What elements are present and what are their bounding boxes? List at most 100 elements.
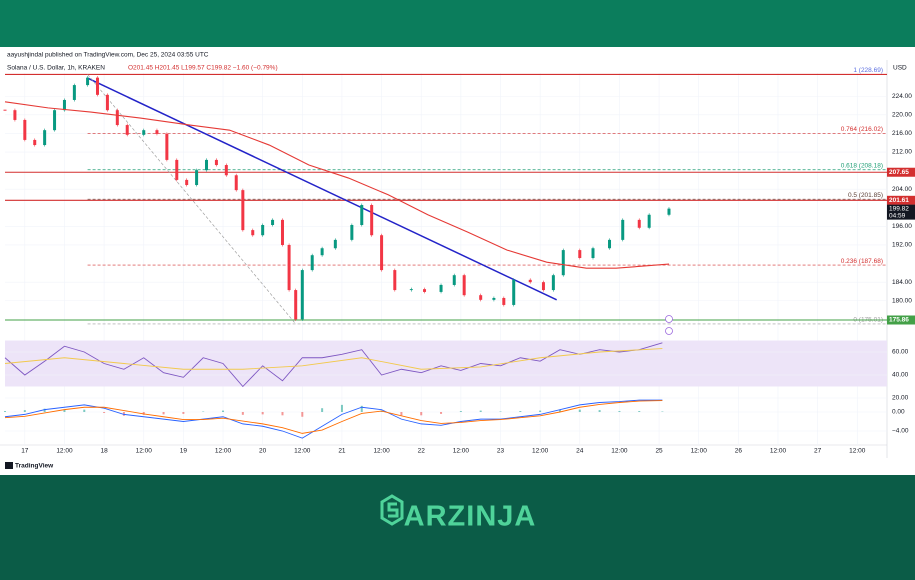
histogram-bar: [182, 412, 185, 414]
candle-body: [667, 208, 671, 215]
y-tick-label: 220.00: [892, 112, 912, 119]
x-tick-label: 12:00: [849, 448, 866, 455]
candle-body: [125, 125, 129, 135]
trendline: [87, 77, 557, 301]
candle-body: [637, 219, 641, 228]
bottom-band: [0, 475, 915, 580]
brand-name: ARZINJA: [404, 501, 537, 533]
candle-body: [251, 230, 255, 236]
x-tick-label: 12:00: [56, 448, 73, 455]
histogram-bar: [539, 410, 542, 412]
x-tick-label: 20: [259, 448, 267, 455]
fib-label: 0.618 (208.18): [841, 162, 883, 169]
candle-body: [591, 248, 595, 258]
x-tick-label: 24: [576, 448, 584, 455]
plot: 17 12:00 18 12:00 19 12:00 20 12:00 21 12:00 22 12:…: [3, 67, 915, 455]
currency: USD: [893, 65, 907, 72]
fib-label: 0.236 (187.68): [841, 258, 883, 265]
histogram-bar: [301, 412, 304, 417]
candle-body: [105, 94, 109, 111]
candle-body: [155, 130, 159, 134]
histogram-bar: [43, 408, 46, 412]
tv-logo-mark: [5, 462, 13, 469]
fib-label: 0.764 (216.02): [841, 126, 883, 133]
candle-body: [95, 77, 99, 95]
x-tick-label: 27: [814, 448, 822, 455]
top-band: [0, 0, 915, 47]
y-tick-label: 180.00: [892, 297, 912, 304]
histogram-bar: [63, 409, 66, 412]
histogram-bar: [83, 409, 86, 412]
candle-body: [142, 130, 146, 135]
candle-body: [287, 244, 291, 291]
macd-line: [4, 399, 663, 439]
candle-body: [294, 290, 298, 320]
level-tag-label: 201.61: [889, 197, 909, 204]
candle-body: [647, 214, 651, 228]
x-tick-label: 25: [655, 448, 663, 455]
chart-area: [0, 47, 915, 475]
histogram-bar: [103, 412, 106, 413]
footer-logo: TradingView: [15, 463, 54, 470]
candle-body: [561, 250, 565, 276]
x-tick-label: 12:00: [294, 448, 311, 455]
histogram-bar: [261, 412, 264, 415]
histogram-bar: [241, 412, 244, 415]
level-tag: [887, 167, 915, 177]
candle-body: [165, 133, 169, 160]
histogram-bar: [321, 408, 324, 412]
histogram-bar: [479, 410, 482, 412]
histogram-bar: [459, 411, 462, 412]
level-tag: [887, 195, 915, 205]
histogram-bar: [420, 412, 423, 416]
x-tick-label: 12:00: [453, 448, 470, 455]
macd-line: [4, 400, 663, 434]
histogram-bar: [360, 405, 363, 412]
candle-body: [300, 270, 304, 320]
fib-label: 1 (228.69): [853, 67, 883, 74]
x-tick-label: 26: [735, 448, 743, 455]
level-tag: [887, 315, 915, 325]
rsi-band: [5, 340, 887, 387]
histogram-bar: [162, 412, 165, 415]
event-icon: [665, 327, 673, 335]
candle-body: [439, 284, 443, 292]
x-tick-label: 12:00: [136, 448, 153, 455]
histogram-bar: [638, 411, 641, 412]
y-tick-label: 196.00: [892, 223, 912, 230]
histogram-bar: [4, 411, 6, 412]
candle-body: [528, 279, 532, 283]
candle-body: [393, 270, 397, 291]
candle-body: [320, 248, 324, 256]
y-tick-label: 212.00: [892, 149, 912, 156]
y-tick-label: −4.00: [892, 428, 909, 435]
candle-body: [43, 130, 47, 146]
brand-icon: [380, 494, 404, 526]
histogram-bar: [400, 412, 403, 416]
candle-body: [541, 282, 545, 291]
candle-body: [271, 219, 275, 225]
candle-body: [86, 77, 90, 86]
indicator-line: [4, 348, 663, 370]
x-tick-label: 12:00: [770, 448, 787, 455]
candle-body: [234, 175, 238, 191]
candle-body: [205, 159, 209, 171]
candle-body: [479, 295, 483, 300]
candle-body: [621, 219, 625, 240]
histogram-bar: [222, 410, 225, 412]
candle-body: [241, 190, 245, 231]
indicator-line: [4, 342, 663, 388]
y-tick-label: 60.00: [892, 349, 909, 356]
moving-average: [4, 101, 670, 269]
x-tick-label: 12:00: [611, 448, 628, 455]
candle-body: [551, 275, 555, 291]
candle-body: [214, 159, 218, 166]
candle-body: [452, 275, 456, 285]
x-tick-label: 21: [338, 448, 346, 455]
candle-body: [492, 297, 496, 300]
histogram-bar: [519, 411, 522, 412]
histogram-bar: [618, 411, 621, 412]
y-tick-label: 40.00: [892, 372, 909, 379]
y-tick-label: 0.00: [892, 409, 905, 416]
